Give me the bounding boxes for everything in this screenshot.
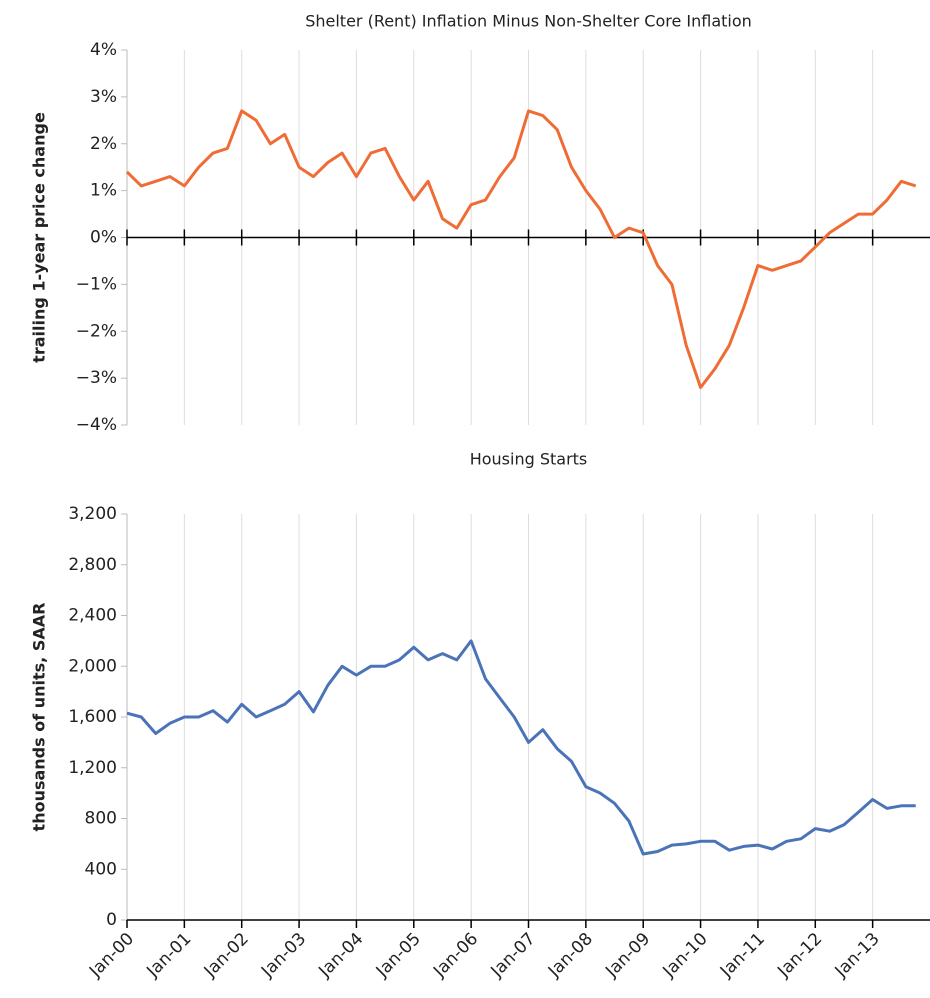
y-tick-label: 0 [106,910,117,930]
y-tick-label: 3% [90,87,117,107]
x-tick-label: Jan-12 [773,929,826,982]
y-tick-label: −1% [76,274,117,294]
y-tick-label: 4% [90,40,117,60]
y-tick-label: −4% [76,415,117,435]
y-tick-label: −3% [76,368,117,388]
y-tick-label: 3,200 [68,504,117,524]
x-tick-label: Jan-07 [487,929,540,982]
chart-title: Shelter (Rent) Inflation Minus Non-Shelt… [305,12,752,31]
x-tick-label: Jan-04 [314,929,367,982]
x-tick-label: Jan-03 [257,929,310,982]
y-tick-label: 800 [85,809,117,829]
y-tick-label: 400 [85,859,117,879]
chart-title: Housing Starts [470,450,588,469]
y-tick-label: 2,400 [68,606,117,626]
x-tick-label: Jan-01 [142,929,195,982]
y-tick-label: 2% [90,134,117,154]
data-line [126,639,916,856]
y-tick-label: 1% [90,181,117,201]
y-tick-label: 1,600 [68,707,117,727]
x-tick-label: Jan-09 [601,929,654,982]
x-tick-label: Jan-11 [716,929,769,982]
x-tick-label: Jan-06 [429,929,482,982]
y-tick-label: 2,800 [68,555,117,575]
y-axis-label: thousands of units, SAAR [30,603,49,832]
y-tick-label: −2% [76,321,117,341]
x-tick-label: Jan-00 [85,929,138,982]
data-line [125,109,917,389]
x-tick-label: Jan-08 [544,929,597,982]
x-tick-label: Jan-02 [200,929,253,982]
x-tick-label: Jan-05 [372,929,425,982]
x-tick-label: Jan-10 [659,929,712,982]
y-tick-label: 0% [90,228,117,248]
y-axis-label: trailing 1-year price change [30,112,49,363]
x-tick-label: Jan-13 [831,929,884,982]
y-tick-label: 2,000 [68,656,117,676]
y-tick-label: 1,200 [68,758,117,778]
